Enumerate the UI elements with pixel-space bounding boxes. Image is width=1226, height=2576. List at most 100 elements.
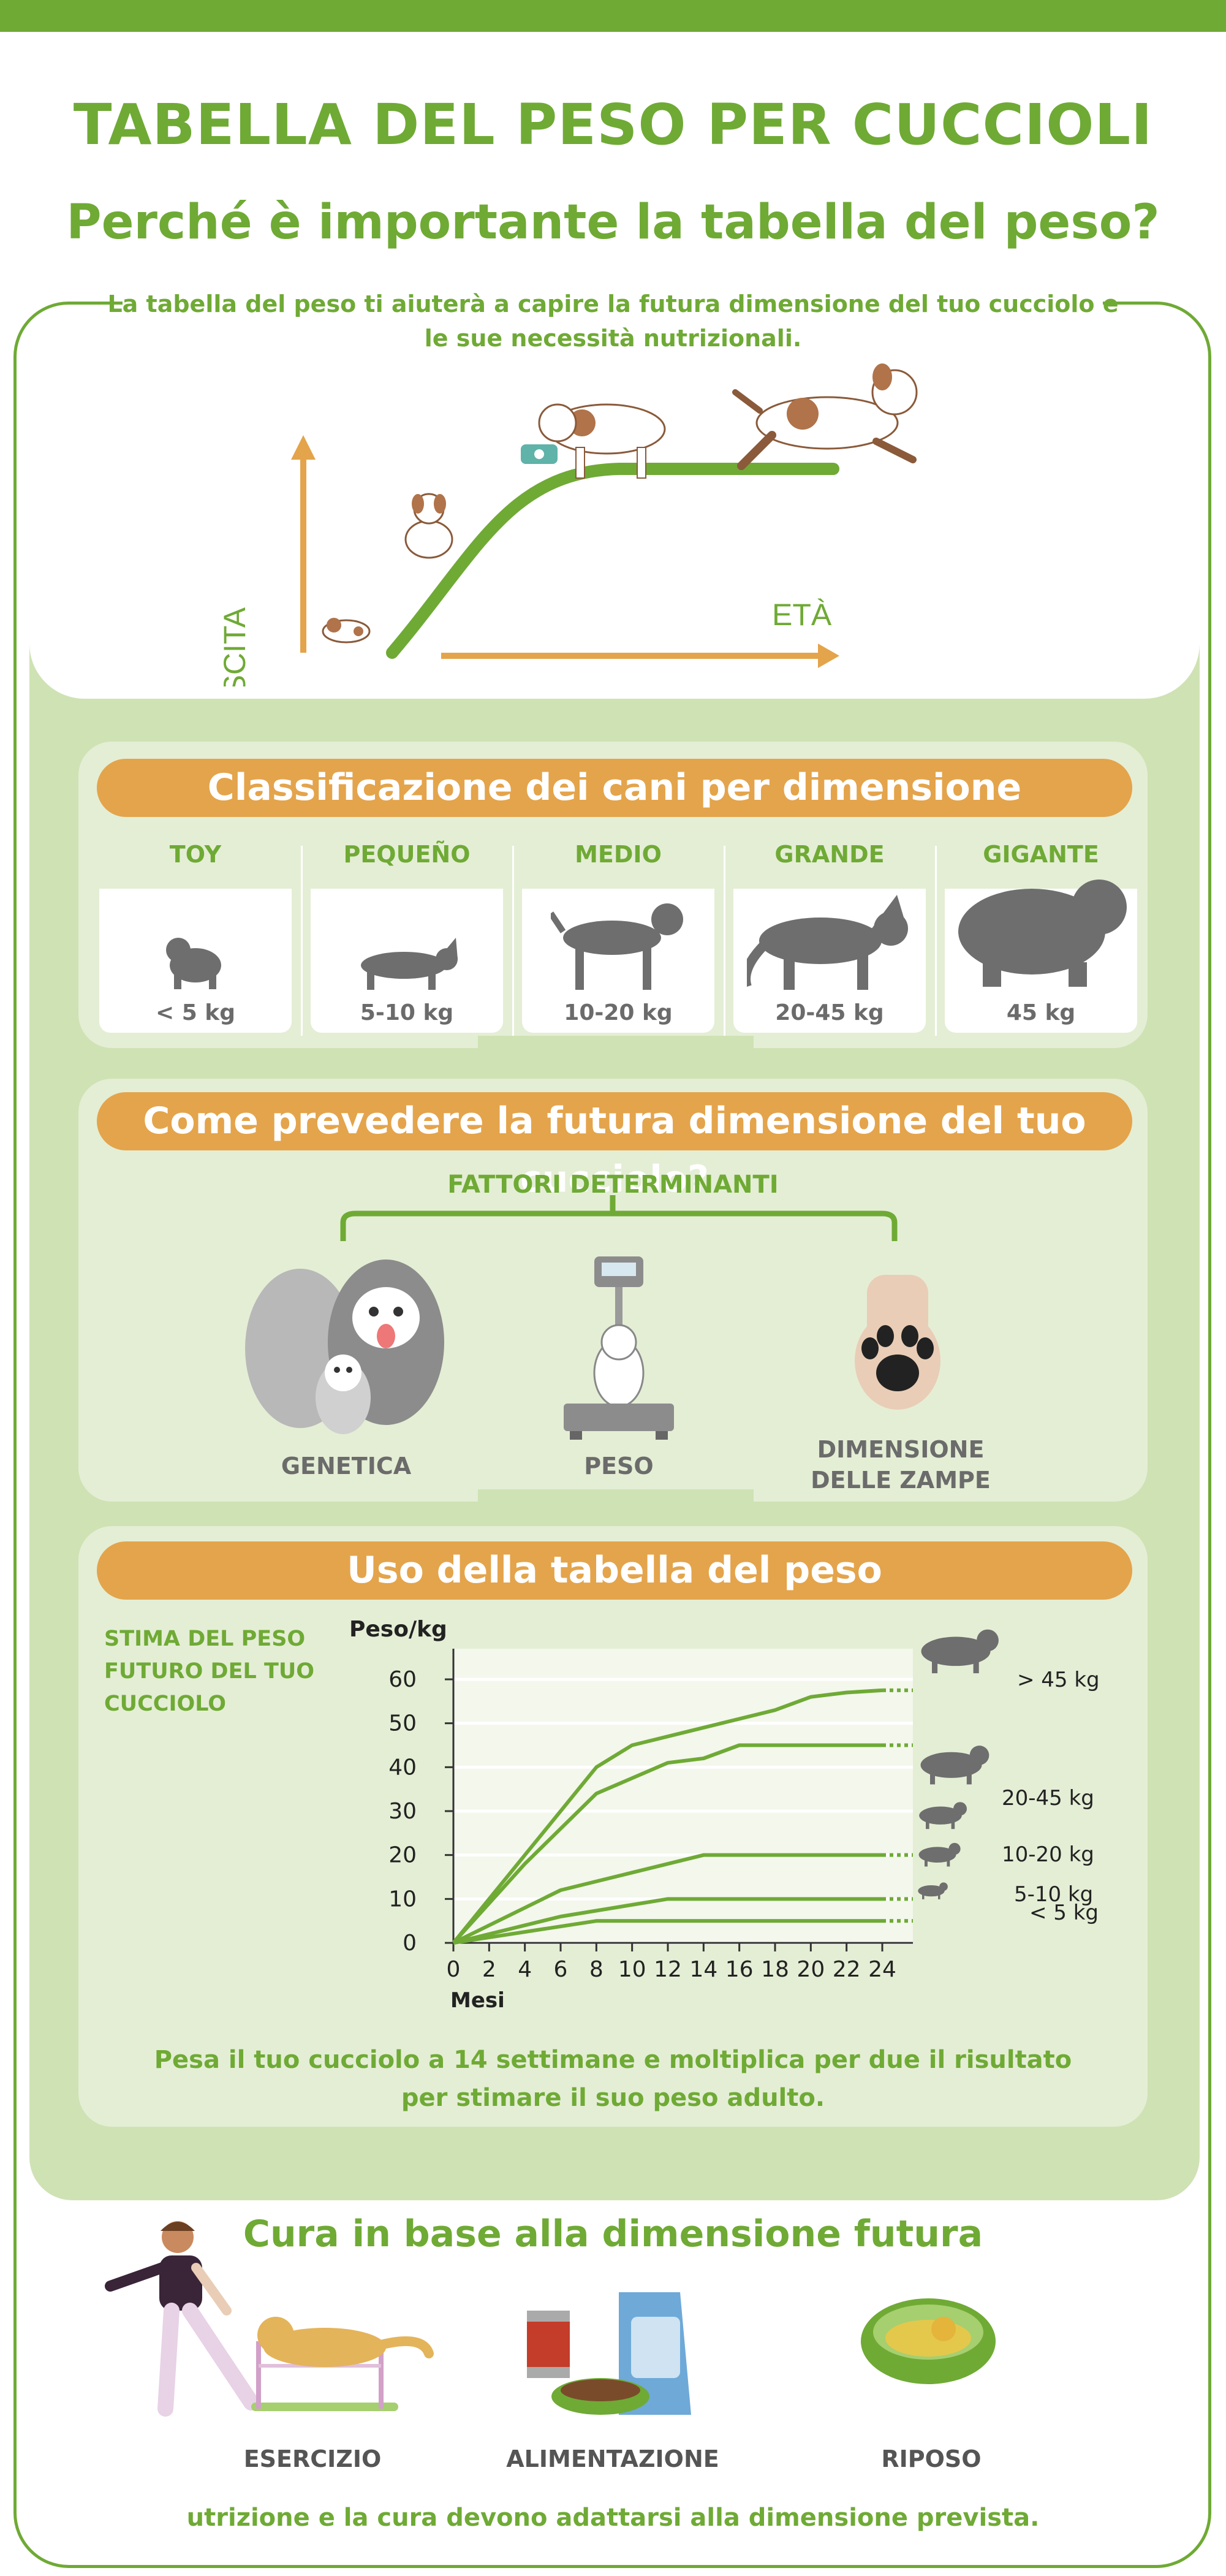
series-line-0	[452, 1688, 883, 1944]
intro-line-2: le sue necessità nutrizionali.	[424, 325, 802, 352]
legend-dog-icon	[918, 1842, 961, 1867]
size-separator	[724, 846, 725, 1036]
y-tick-label: 50	[388, 1711, 417, 1736]
intro-mask	[123, 288, 1103, 325]
growth-x-label: ETÀ	[772, 598, 832, 632]
hero-white-area	[29, 319, 1200, 699]
intro-line-1: La tabella del peso ti aiuterà a capire …	[107, 291, 1119, 317]
series-line-2	[452, 1853, 882, 1945]
dog-silhouette-icon	[747, 895, 908, 990]
legend-dog-icon	[920, 1746, 990, 1785]
dog-silhouette-icon	[361, 938, 458, 990]
page-subtitle: Perché è importante la tabella del peso?	[66, 195, 1160, 250]
growth-curve	[386, 463, 839, 659]
tiny-puppy-icon	[322, 618, 371, 644]
legend-dog-icon	[919, 1802, 967, 1829]
size-card-1: 5-10 kg	[311, 889, 503, 1033]
x-axis-label: Mesi	[450, 1988, 505, 2013]
care-esercizio: ESERCIZIO	[243, 2445, 382, 2472]
series-line-3	[453, 1897, 882, 1945]
factors-bracket	[340, 1195, 898, 1241]
scale-puppy-icon	[564, 1256, 674, 1440]
x-tick-label: 20	[797, 1957, 825, 1982]
size-label-1: PEQUEÑO	[343, 841, 471, 868]
size-weight-0: < 5 kg	[156, 1000, 235, 1025]
size-separator	[301, 846, 303, 1036]
factor-genetica: GENETICA	[281, 1453, 412, 1480]
usage-title: Uso della tabella del peso	[97, 1541, 1132, 1600]
care-alimentazione: ALIMENTAZIONE	[506, 2445, 719, 2472]
x-axis-arrow-head	[818, 644, 839, 668]
x-tick-label: 4	[518, 1957, 532, 1982]
x-tick-label: 0	[447, 1957, 461, 1982]
x-tick-label: 18	[761, 1957, 789, 1982]
y-tick-label: 40	[388, 1755, 417, 1780]
section-gap-2	[478, 1489, 754, 1526]
size-label-4: GIGANTE	[983, 841, 1099, 868]
section-gap	[478, 1036, 754, 1079]
legend-label-4: < 5 kg	[1029, 1901, 1099, 1925]
dog-silhouette-icon	[551, 903, 683, 990]
x-tick-label: 10	[618, 1957, 646, 1982]
size-separator	[935, 846, 937, 1036]
legend-label-3: 5-10 kg	[1014, 1882, 1093, 1907]
prediction-title: Come prevedere la futura dimensione del …	[97, 1092, 1132, 1201]
classification-title: Classificazione dei cani per dimensione	[97, 759, 1132, 817]
size-label-3: GRANDE	[774, 841, 885, 868]
page-title: TABELLA DEL PESO PER CUCCIOLI	[73, 92, 1153, 158]
x-tick-label: 6	[554, 1957, 568, 1982]
dog-silhouette-icon	[166, 938, 221, 989]
factor-zampe-line-2: DELLE ZAMPE	[811, 1467, 991, 1494]
y-axis-label: Peso/kg	[349, 1618, 447, 1642]
size-weight-2: 10-20 kg	[564, 1000, 673, 1025]
y-tick-label: 30	[388, 1799, 417, 1824]
growth-diagram: CRESCITA ETÀ	[221, 363, 918, 686]
growth-y-label: CRESCITA	[221, 607, 252, 686]
eating-dog-icon	[521, 403, 666, 479]
factor-zampe: DIMENSIONE DELLE ZAMPE	[778, 1434, 1023, 1495]
legend-dog-icon	[921, 1629, 999, 1674]
usage-tip-line-1: Pesa il tuo cucciolo a 14 settimane e mo…	[154, 2046, 1072, 2074]
x-tick-label: 8	[589, 1957, 604, 1982]
x-tick-label: 24	[868, 1957, 896, 1982]
size-weight-4: 45 kg	[1006, 1000, 1076, 1025]
usage-tip: Pesa il tuo cucciolo a 14 settimane e mo…	[0, 2041, 1226, 2117]
dog-bed-icon	[861, 2298, 996, 2384]
care-riposo: RIPOSO	[881, 2445, 982, 2472]
x-tick-label: 16	[725, 1957, 754, 1982]
usage-side-line-3: CUCCIOLO	[104, 1692, 227, 1716]
y-tick-label: 10	[388, 1886, 417, 1912]
top-accent-bar	[0, 0, 1226, 32]
x-tick-label: 2	[482, 1957, 496, 1982]
usage-side-line-2: FUTURO DEL TUO	[104, 1659, 315, 1684]
y-tick-label: 0	[403, 1931, 417, 1956]
series-line-1	[452, 1743, 882, 1945]
size-card-0: < 5 kg	[99, 889, 292, 1033]
running-dog-icon	[732, 363, 918, 470]
dog-silhouette-icon	[958, 880, 1127, 987]
factors-title: FATTORI DETERMINANTI	[447, 1171, 779, 1199]
legend-label-1: 20-45 kg	[1002, 1786, 1094, 1810]
series-line-4	[453, 1919, 882, 1945]
x-tick-label: 22	[833, 1957, 861, 1982]
legend-dog-icon	[918, 1882, 948, 1899]
sitting-puppy-icon	[404, 493, 453, 559]
genetics-dogs-icon	[245, 1260, 444, 1434]
chart-plot-area	[453, 1649, 913, 1943]
y-tick-label: 20	[388, 1843, 417, 1868]
size-card-2: 10-20 kg	[522, 889, 714, 1033]
size-weight-1: 5-10 kg	[360, 1000, 454, 1025]
legend-label-0: > 45 kg	[1017, 1668, 1100, 1692]
factor-zampe-line-1: DIMENSIONE	[817, 1436, 985, 1463]
intro-text: La tabella del peso ti aiuterà a capire …	[0, 287, 1226, 355]
usage-side-line-1: STIMA DEL PESO	[104, 1627, 306, 1651]
y-axis-arrow-head	[291, 435, 316, 460]
x-tick-label: 14	[689, 1957, 717, 1982]
y-tick-label: 60	[388, 1667, 417, 1692]
size-card-4: 45 kg	[945, 880, 1137, 1033]
size-card-3: 20-45 kg	[733, 889, 926, 1033]
care-title: Cura in base alla dimensione futura	[243, 2213, 983, 2255]
size-separator	[512, 846, 514, 1036]
legend-label-2: 10-20 kg	[1002, 1842, 1094, 1867]
